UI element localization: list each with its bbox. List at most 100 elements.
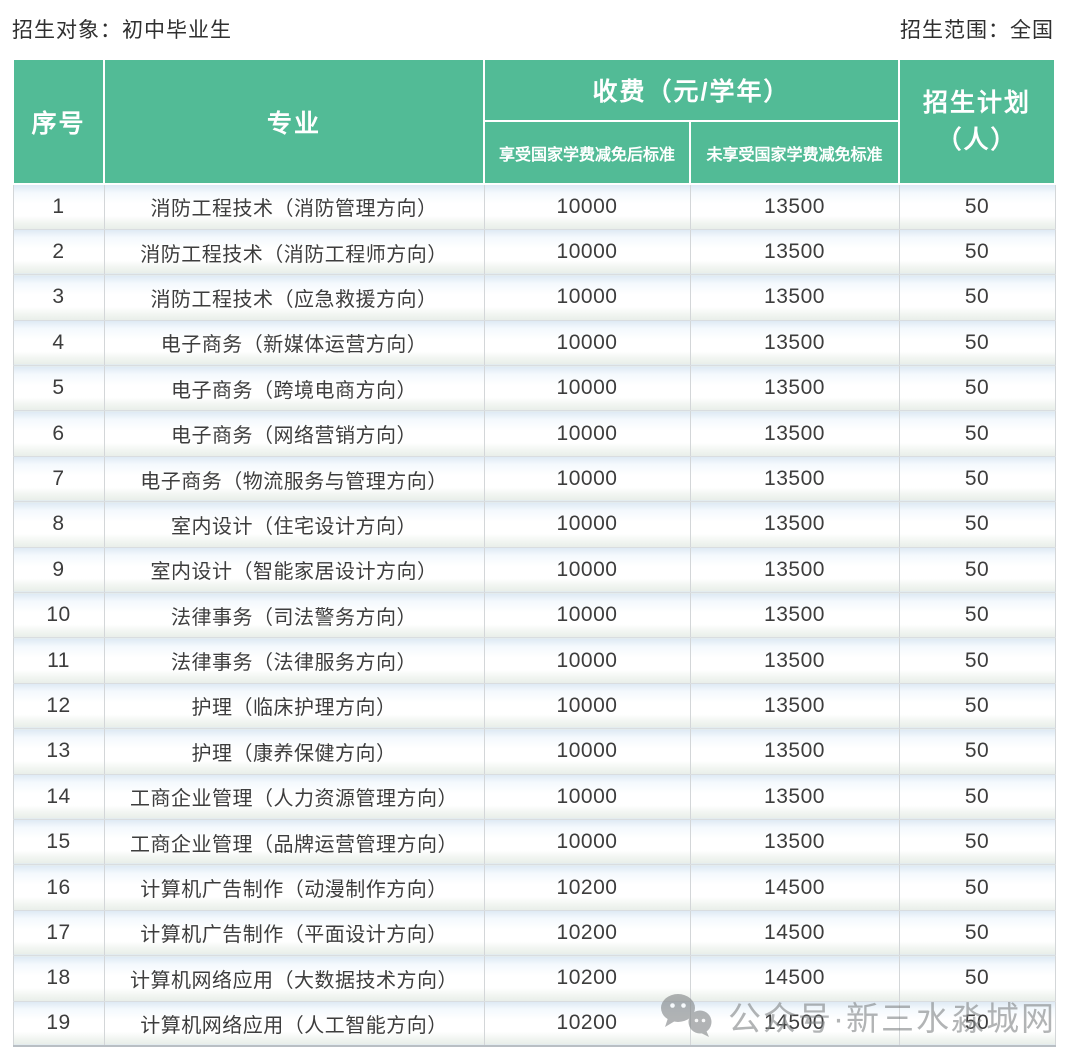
table-row: 6 电子商务（网络营销方向） 10000 13500 50 (12, 410, 1056, 457)
header-plan-line1: 招生计划 (923, 89, 1032, 118)
table-header: 序号 专业 收费（元/学年） 招生计划 （人） 享受国家学费减免后标准 未享受国… (12, 58, 1057, 185)
major-cell: 法律事务（司法警务方向） (103, 592, 485, 639)
plan-cell: 50 (898, 819, 1056, 866)
fee-reduced-cell: 10000 (483, 410, 691, 457)
enrollment-table: 序号 专业 收费（元/学年） 招生计划 （人） 享受国家学费减免后标准 未享受国… (12, 58, 1057, 1048)
major-cell: 消防工程技术（消防工程师方向） (103, 229, 485, 276)
fee-full-cell: 13500 (689, 774, 900, 820)
index-cell: 10 (12, 592, 105, 639)
enroll-target-label: 招生对象：初中毕业生 (12, 19, 232, 42)
fee-reduced-cell: 10000 (483, 365, 691, 412)
fee-reduced-cell: 10000 (483, 320, 691, 367)
plan-cell: 50 (898, 864, 1056, 911)
header-index: 序号 (12, 58, 105, 185)
index-cell: 2 (12, 229, 105, 276)
index-cell: 15 (12, 819, 105, 866)
table-row: 8 室内设计（住宅设计方向） 10000 13500 50 (12, 501, 1056, 548)
index-cell: 17 (12, 910, 105, 957)
table-row: 9 室内设计（智能家居设计方向） 10000 13500 50 (12, 547, 1056, 594)
fee-full-cell: 13500 (689, 728, 900, 775)
fee-reduced-cell: 10200 (483, 910, 691, 957)
table-row: 11 法律事务（法律服务方向） 10000 13500 50 (12, 637, 1056, 684)
index-cell: 19 (12, 1001, 105, 1047)
plan-cell: 50 (898, 456, 1056, 503)
index-cell: 6 (12, 410, 105, 457)
fee-reduced-cell: 10000 (483, 184, 691, 230)
fee-full-cell: 13500 (689, 547, 900, 594)
fee-reduced-cell: 10000 (483, 819, 691, 866)
major-cell: 计算机网络应用（大数据技术方向） (103, 955, 485, 1002)
header-fee-full: 未享受国家学费减免标准 (688, 120, 901, 185)
fee-full-cell: 13500 (689, 410, 900, 457)
fee-reduced-cell: 10000 (483, 274, 691, 321)
index-cell: 8 (12, 501, 105, 548)
fee-full-cell: 13500 (689, 274, 900, 321)
plan-cell: 50 (898, 365, 1056, 412)
fee-reduced-cell: 10000 (483, 637, 691, 684)
index-cell: 4 (12, 320, 105, 367)
fee-full-cell: 13500 (689, 819, 900, 866)
fee-full-cell: 14500 (689, 910, 900, 957)
table-row: 15 工商企业管理（品牌运营管理方向） 10000 13500 50 (12, 819, 1056, 866)
plan-cell: 50 (898, 184, 1056, 230)
table-row: 14 工商企业管理（人力资源管理方向） 10000 13500 50 (12, 774, 1056, 820)
plan-cell: 50 (898, 774, 1056, 820)
major-cell: 电子商务（物流服务与管理方向） (103, 456, 485, 503)
table-row: 10 法律事务（司法警务方向） 10000 13500 50 (12, 592, 1056, 639)
table-row: 1 消防工程技术（消防管理方向） 10000 13500 50 (12, 184, 1056, 230)
plan-cell: 50 (898, 320, 1056, 367)
fee-full-cell: 13500 (689, 637, 900, 684)
header-fee-group: 收费（元/学年） (482, 58, 901, 122)
major-cell: 法律事务（法律服务方向） (103, 637, 485, 684)
header-fee-reduced: 享受国家学费减免后标准 (483, 120, 691, 185)
table-row: 18 计算机网络应用（大数据技术方向） 10200 14500 50 (12, 955, 1056, 1002)
enroll-scope-label: 招生范围：全国 (900, 19, 1054, 42)
major-cell: 工商企业管理（人力资源管理方向） (103, 774, 485, 820)
index-cell: 3 (12, 274, 105, 321)
table-row: 3 消防工程技术（应急救援方向） 10000 13500 50 (12, 274, 1056, 321)
header-plan-line2: （人） (936, 125, 1018, 154)
table-row: 12 护理（临床护理方向） 10000 13500 50 (12, 683, 1056, 730)
major-cell: 电子商务（新媒体运营方向） (103, 320, 485, 367)
plan-cell: 50 (898, 1001, 1056, 1047)
plan-cell: 50 (898, 229, 1056, 276)
index-cell: 14 (12, 774, 105, 820)
fee-full-cell: 14500 (689, 864, 900, 911)
major-cell: 计算机广告制作（动漫制作方向） (103, 864, 485, 911)
fee-full-cell: 13500 (689, 229, 900, 276)
fee-reduced-cell: 10000 (483, 728, 691, 775)
table-row: 13 护理（康养保健方向） 10000 13500 50 (12, 728, 1056, 775)
fee-full-cell: 13500 (689, 365, 900, 412)
fee-reduced-cell: 10000 (483, 501, 691, 548)
table-row: 17 计算机广告制作（平面设计方向） 10200 14500 50 (12, 910, 1056, 957)
table-row: 5 电子商务（跨境电商方向） 10000 13500 50 (12, 365, 1056, 412)
index-cell: 16 (12, 864, 105, 911)
major-cell: 计算机广告制作（平面设计方向） (103, 910, 485, 957)
major-cell: 计算机网络应用（人工智能方向） (103, 1001, 485, 1047)
fee-reduced-cell: 10000 (483, 683, 691, 730)
fee-full-cell: 13500 (689, 184, 900, 230)
index-cell: 11 (12, 637, 105, 684)
fee-reduced-cell: 10200 (483, 1001, 691, 1047)
fee-reduced-cell: 10000 (483, 592, 691, 639)
major-cell: 室内设计（住宅设计方向） (103, 501, 485, 548)
fee-full-cell: 13500 (689, 456, 900, 503)
plan-cell: 50 (898, 955, 1056, 1002)
fee-full-cell: 13500 (689, 592, 900, 639)
table-body: 1 消防工程技术（消防管理方向） 10000 13500 50 2 消防工程技术（消防工程师… (12, 184, 1056, 1047)
index-cell: 5 (12, 365, 105, 412)
plan-cell: 50 (898, 910, 1056, 957)
plan-cell: 50 (898, 728, 1056, 775)
major-cell: 电子商务（跨境电商方向） (103, 365, 485, 412)
fee-full-cell: 13500 (689, 501, 900, 548)
fee-reduced-cell: 10200 (483, 864, 691, 911)
major-cell: 护理（康养保健方向） (103, 728, 485, 775)
major-cell: 消防工程技术（应急救援方向） (103, 274, 485, 321)
major-cell: 室内设计（智能家居设计方向） (103, 547, 485, 594)
header-major: 专业 (103, 58, 485, 185)
index-cell: 7 (12, 456, 105, 503)
table-row: 2 消防工程技术（消防工程师方向） 10000 13500 50 (12, 229, 1056, 276)
index-cell: 12 (12, 683, 105, 730)
index-cell: 13 (12, 728, 105, 775)
